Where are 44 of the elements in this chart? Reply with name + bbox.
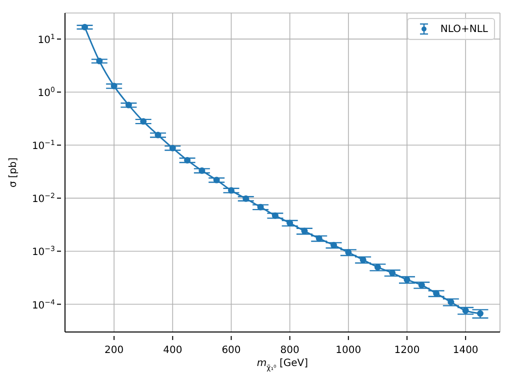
point [389,270,396,276]
point [462,307,469,314]
x-tick-label: 1200 [394,345,420,356]
point [228,187,234,194]
point [110,82,118,90]
x-tick-label: 800 [280,345,300,356]
point [242,195,250,202]
x-tick-label: 400 [163,345,182,356]
point [374,264,381,270]
point [433,290,440,297]
point [213,176,220,184]
point [198,167,206,174]
y-tick-label: 10$^{1}$ [38,33,55,46]
point [257,204,264,210]
point [345,249,352,256]
point [330,242,338,248]
point [448,298,454,306]
y-tick-label: 10$^{−2}$ [32,192,55,206]
point [476,310,484,317]
legend-label: NLO+NLL [440,24,488,34]
y-tick-label: 10$^{−1}$ [32,139,55,152]
point [140,118,147,125]
point [301,228,308,234]
point [404,276,410,283]
point [360,256,366,264]
y-tick-label: 10$^{−4}$ [32,298,56,312]
point [272,212,278,219]
point [286,220,294,226]
point [82,24,88,30]
point [96,58,103,64]
point [125,102,132,108]
x-tick-label: 200 [104,345,124,356]
x-tick-label: 600 [222,345,241,356]
x-tick-label: 1000 [336,345,362,356]
y-tick-label: 10$^{−3}$ [32,245,55,258]
point [316,235,322,242]
x-tick-label: 1400 [452,345,478,356]
point [154,132,162,138]
y-tick-label: 10$^{0}$ [38,86,55,100]
point [169,144,176,152]
point [184,156,191,164]
x-axis-title: m$_{χ̃₁⁰}$ [GeV] [256,358,308,372]
point [418,282,425,288]
y-axis-title: σ [pb] [8,157,19,188]
